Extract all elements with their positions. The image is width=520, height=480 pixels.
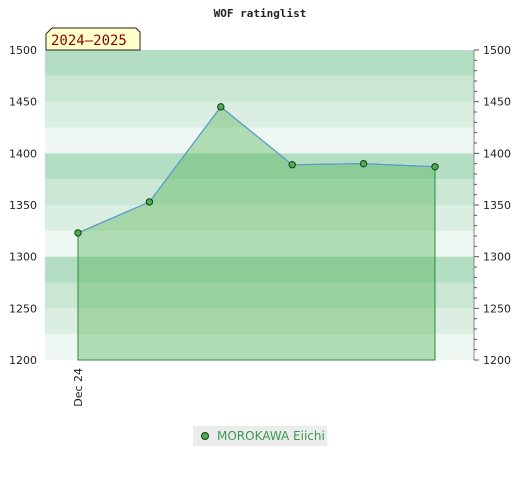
y-tick-label-right: 1450 bbox=[483, 96, 511, 109]
data-point bbox=[359, 159, 368, 168]
background-band bbox=[45, 75, 474, 102]
y-tick-label-right: 1200 bbox=[483, 354, 511, 367]
background-band bbox=[45, 179, 474, 205]
data-point bbox=[431, 163, 439, 171]
y-tick-label-left: 1250 bbox=[9, 302, 37, 315]
y-tick-label-right: 1350 bbox=[483, 199, 511, 212]
y-axis-left: 1200 1250 1300 1350 1400 1450 1500 bbox=[9, 44, 37, 367]
data-point bbox=[74, 229, 82, 237]
background-band bbox=[45, 256, 474, 283]
x-tick-label: Dec 24 bbox=[72, 368, 85, 407]
y-tick-label-left: 1350 bbox=[9, 199, 37, 212]
season-label: 2024–2025 bbox=[51, 33, 127, 49]
series-line bbox=[77, 105, 436, 234]
background-band bbox=[45, 334, 474, 360]
background-band bbox=[45, 230, 474, 257]
background-band bbox=[45, 127, 474, 154]
legend: MOROKAWA Eiichi bbox=[193, 426, 327, 446]
y-tick-label-right: 1250 bbox=[483, 302, 511, 315]
background-band bbox=[45, 205, 474, 231]
background-bands bbox=[45, 50, 474, 360]
y-tick-label-left: 1200 bbox=[9, 354, 37, 367]
data-points bbox=[74, 103, 439, 237]
x-axis: Dec 24 bbox=[72, 368, 85, 407]
y-tick-label-left: 1500 bbox=[9, 44, 37, 57]
y-tick-label-left: 1450 bbox=[9, 96, 37, 109]
season-badge-box bbox=[45, 27, 141, 51]
data-point bbox=[288, 161, 296, 169]
background-band bbox=[45, 308, 474, 335]
y-axis-right: 1200 1250 1300 1350 1400 1450 1500 bbox=[473, 44, 511, 367]
legend-marker-icon bbox=[201, 432, 209, 440]
background-band bbox=[45, 101, 474, 128]
chart-title: WOF ratinglist bbox=[214, 7, 307, 20]
background-band bbox=[45, 50, 474, 76]
y-tick-label-right: 1400 bbox=[483, 147, 511, 160]
y-tick-label-right: 1300 bbox=[483, 251, 511, 264]
background-band bbox=[45, 282, 474, 309]
data-point bbox=[217, 103, 225, 111]
y-tick-label-left: 1300 bbox=[9, 251, 37, 264]
y-tick-label-right: 1500 bbox=[483, 44, 511, 57]
y-tick-label-left: 1400 bbox=[9, 147, 37, 160]
data-point bbox=[145, 198, 154, 206]
series-line-path bbox=[77, 105, 436, 234]
background-band bbox=[45, 153, 474, 180]
legend-series-name: MOROKAWA Eiichi bbox=[217, 429, 325, 443]
season-badge: 2024–2025 bbox=[45, 27, 141, 51]
